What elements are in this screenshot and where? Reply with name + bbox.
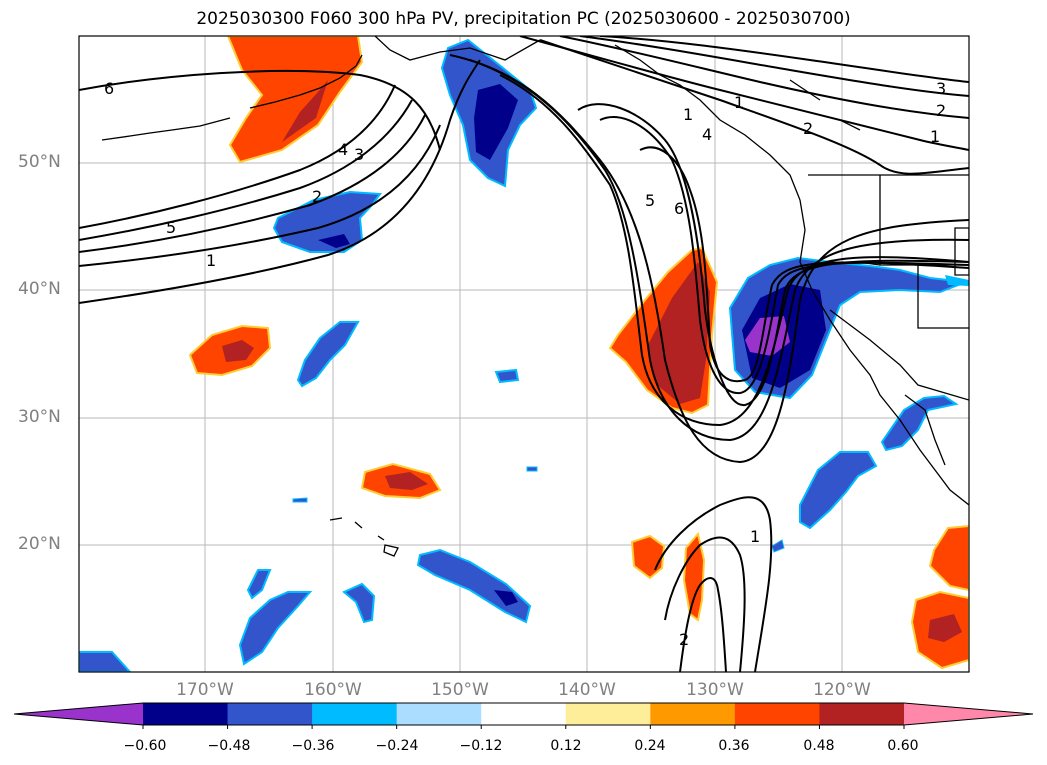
lon-label: 160°W xyxy=(304,680,362,700)
contour-label: 3 xyxy=(936,79,946,98)
precip-negative xyxy=(79,38,969,672)
colorbar-tick-label: −0.36 xyxy=(291,738,335,754)
contour-label: 1 xyxy=(930,127,940,146)
colorbar-swatch xyxy=(565,703,651,725)
colorbar-tick-label: −0.60 xyxy=(123,738,167,754)
colorbar-swatch xyxy=(650,703,736,725)
contour-label: 5 xyxy=(645,191,655,210)
contour-label: 2 xyxy=(936,101,946,120)
colorbar-swatch xyxy=(143,703,229,725)
map-area: 6 5 1 2 4 3 1 4 2 1 3 2 1 5 6 1 2 xyxy=(79,36,969,672)
precip-positive xyxy=(188,36,969,670)
colorbar-extend-min xyxy=(14,703,143,725)
contour-label: 1 xyxy=(750,527,760,546)
lon-label: 150°W xyxy=(431,680,489,700)
colorbar-tick-label: 0.60 xyxy=(887,738,919,754)
lon-label: 130°W xyxy=(686,680,744,700)
colorbar-tick-label: 0.48 xyxy=(803,738,835,754)
contour-label: 1 xyxy=(734,93,744,112)
contour-label: 6 xyxy=(674,199,684,218)
contour-label: 2 xyxy=(679,630,689,649)
contour-label: 4 xyxy=(702,125,712,144)
lon-label: 140°W xyxy=(558,680,616,700)
contour-labels: 6 5 1 2 4 3 1 4 2 1 3 2 1 5 6 1 2 xyxy=(104,79,946,649)
colorbar xyxy=(13,702,1034,729)
lat-label: 50°N xyxy=(18,152,61,172)
colorbar-tick-label: −0.24 xyxy=(375,738,419,754)
contour-label: 2 xyxy=(803,119,813,138)
contour-label: 1 xyxy=(206,251,216,270)
map-title: 2025030300 F060 300 hPa PV, precipitatio… xyxy=(196,9,851,29)
colorbar-swatch xyxy=(312,703,398,725)
colorbar-swatch xyxy=(481,703,567,725)
coastlines xyxy=(101,36,969,557)
lon-label: 120°W xyxy=(813,680,871,700)
lat-label: 40°N xyxy=(18,279,61,299)
colorbar-tick-label: 0.24 xyxy=(634,738,666,754)
lat-label: 30°N xyxy=(18,407,61,427)
lon-label: 170°W xyxy=(176,680,234,700)
colorbar-swatch xyxy=(396,703,482,725)
colorbar-tick-label: −0.48 xyxy=(207,738,251,754)
lat-label: 20°N xyxy=(18,534,61,554)
contour-label: 2 xyxy=(312,187,322,206)
contour-label: 5 xyxy=(166,218,176,237)
colorbar-swatch xyxy=(227,703,313,725)
colorbar-tick-label: 0.36 xyxy=(718,738,750,754)
contour-label: 4 xyxy=(338,140,348,159)
pv-contours xyxy=(79,36,969,672)
map-frame xyxy=(78,35,970,673)
colorbar-swatch xyxy=(734,703,820,725)
contour-label: 6 xyxy=(104,79,114,98)
colorbar-tick-label: 0.12 xyxy=(550,738,582,754)
colorbar-extend-max xyxy=(904,703,1033,725)
contour-label: 3 xyxy=(354,145,364,164)
colorbar-swatch xyxy=(819,703,905,725)
contour-label: 1 xyxy=(683,105,693,124)
colorbar-tick-label: −0.12 xyxy=(459,738,503,754)
